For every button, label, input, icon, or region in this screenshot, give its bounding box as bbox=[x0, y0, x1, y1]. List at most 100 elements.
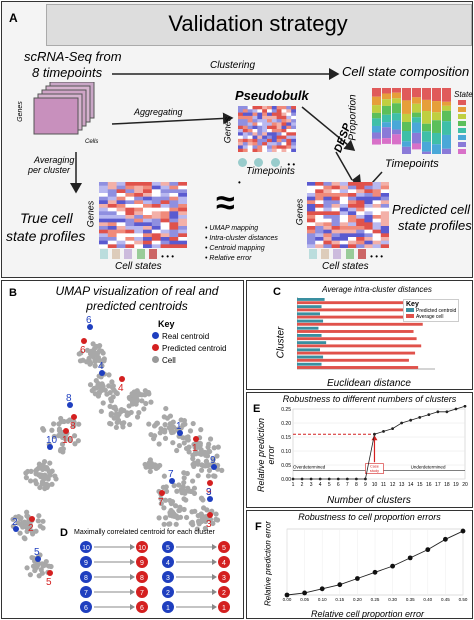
umap-cell bbox=[161, 414, 167, 420]
scrna-label-1: scRNA-Seq from bbox=[24, 49, 122, 64]
umap-cell bbox=[185, 437, 191, 443]
predicted-centroid-label: 8 bbox=[140, 575, 144, 582]
umap-cell bbox=[202, 525, 208, 531]
predicted-centroid-label: 1 bbox=[192, 443, 198, 454]
case-study-label: Case bbox=[370, 465, 379, 469]
arrow-head bbox=[212, 604, 217, 610]
umap-cell bbox=[170, 419, 176, 425]
umap-cell bbox=[204, 507, 210, 513]
umap-cell bbox=[181, 470, 187, 476]
real-centroid bbox=[67, 402, 73, 408]
umap-cell bbox=[121, 420, 127, 426]
arrow-head bbox=[212, 589, 217, 595]
genes-label-pseudobulk: Genes bbox=[222, 116, 233, 144]
predicted-centroid-label: 6 bbox=[80, 345, 86, 356]
umap-cell bbox=[202, 449, 208, 456]
umap-cell bbox=[171, 483, 177, 489]
real-centroid-label: 1 bbox=[166, 605, 170, 612]
averaging-label-1: Averaging bbox=[34, 155, 75, 165]
umap-cell bbox=[120, 424, 126, 430]
pseudobulk-label: Pseudobulk bbox=[235, 88, 309, 103]
umap-cell bbox=[132, 393, 138, 399]
panel-c-letter: C bbox=[273, 286, 281, 298]
average-cell-bar bbox=[297, 358, 409, 362]
data-point bbox=[309, 477, 313, 481]
data-point bbox=[327, 477, 331, 481]
data-point bbox=[364, 477, 367, 481]
umap-cell bbox=[160, 484, 166, 491]
umap-cell bbox=[84, 347, 91, 353]
key-item: Predicted centroid bbox=[406, 308, 456, 314]
x-tick-label: 10 bbox=[372, 482, 378, 488]
data-point bbox=[454, 407, 458, 411]
predicted-centroid-bar bbox=[297, 319, 324, 323]
umap-cell bbox=[106, 372, 112, 378]
predicted-centroid-label: 4 bbox=[118, 383, 124, 394]
umap-cell bbox=[186, 488, 192, 494]
data-point bbox=[300, 477, 304, 481]
scrna-label-2: 8 timepoints bbox=[32, 65, 103, 80]
cell-state-icon bbox=[112, 249, 121, 259]
panel-e-title: Robustness to different numbers of clust… bbox=[282, 394, 457, 404]
umap-cell bbox=[207, 462, 213, 468]
umap-cell bbox=[51, 421, 57, 427]
umap-cell bbox=[210, 456, 216, 462]
umap-cell bbox=[169, 429, 175, 436]
arrow-head bbox=[130, 544, 135, 550]
arrow-head bbox=[212, 559, 217, 565]
umap-cell bbox=[77, 358, 84, 364]
data-point bbox=[391, 427, 394, 430]
clustering-label: Clustering bbox=[210, 60, 256, 71]
umap-cell bbox=[199, 495, 205, 501]
predicted-centroid bbox=[193, 436, 199, 442]
predicted-profiles-label-2: state profiles bbox=[398, 218, 472, 233]
real-centroid-label: 4 bbox=[166, 560, 170, 567]
predicted-centroid bbox=[136, 556, 148, 568]
umap-cell bbox=[163, 405, 169, 412]
predicted-centroid-bar bbox=[297, 362, 322, 366]
bullet-item: • Intra-cluster distances bbox=[205, 235, 278, 242]
real-centroid-label: 5 bbox=[34, 547, 40, 558]
overdetermined-label: Overdetermined bbox=[293, 465, 326, 470]
panel-b-title-1: UMAP visualization of real and bbox=[55, 284, 219, 298]
umap-cell bbox=[72, 441, 78, 447]
x-tick-label: 15 bbox=[417, 482, 423, 488]
umap-cell bbox=[207, 436, 214, 442]
umap-cell bbox=[210, 473, 217, 479]
umap-cell bbox=[187, 428, 194, 434]
umap-cell bbox=[90, 341, 96, 347]
panel-c: C Average intra-cluster distances Cluste… bbox=[246, 280, 473, 390]
umap-cell bbox=[196, 520, 202, 526]
umap-cell bbox=[92, 363, 98, 369]
composition-bar-chart bbox=[372, 88, 451, 154]
umap-cell bbox=[63, 436, 69, 442]
real-centroid-label: 9 bbox=[210, 455, 216, 466]
umap-cell bbox=[41, 459, 48, 465]
umap-cell bbox=[161, 521, 167, 527]
umap-cell bbox=[109, 379, 115, 385]
x-tick-label: 6 bbox=[337, 482, 340, 488]
predicted-centroid-label: 5 bbox=[222, 545, 226, 552]
umap-cell bbox=[47, 460, 53, 466]
pseudobulk-icons: • • • bbox=[238, 154, 298, 187]
y-tick-label: 0.15 bbox=[281, 435, 291, 441]
data-point bbox=[427, 413, 431, 416]
genes-label-predicted: Genes bbox=[294, 198, 305, 226]
true-profiles-label-2: state profiles bbox=[6, 228, 86, 244]
umap-cell bbox=[149, 461, 155, 467]
data-point bbox=[390, 563, 395, 569]
cell-state-icon bbox=[333, 249, 342, 259]
real-centroid-label: 6 bbox=[86, 315, 92, 326]
umap-cell bbox=[199, 513, 205, 519]
panel-f: F Robustness to cell proportion errors R… bbox=[246, 510, 473, 619]
predicted-centroid-bar bbox=[297, 298, 325, 301]
true-cell-state-icons: • • • bbox=[100, 249, 200, 261]
predicted-centroid bbox=[119, 376, 125, 382]
umap-cell bbox=[128, 409, 134, 416]
umap-cell bbox=[162, 435, 169, 441]
umap-cell bbox=[181, 506, 187, 513]
umap-cell bbox=[158, 500, 164, 507]
data-point bbox=[373, 432, 376, 436]
umap-cell bbox=[83, 359, 90, 365]
umap-cell bbox=[136, 410, 142, 416]
